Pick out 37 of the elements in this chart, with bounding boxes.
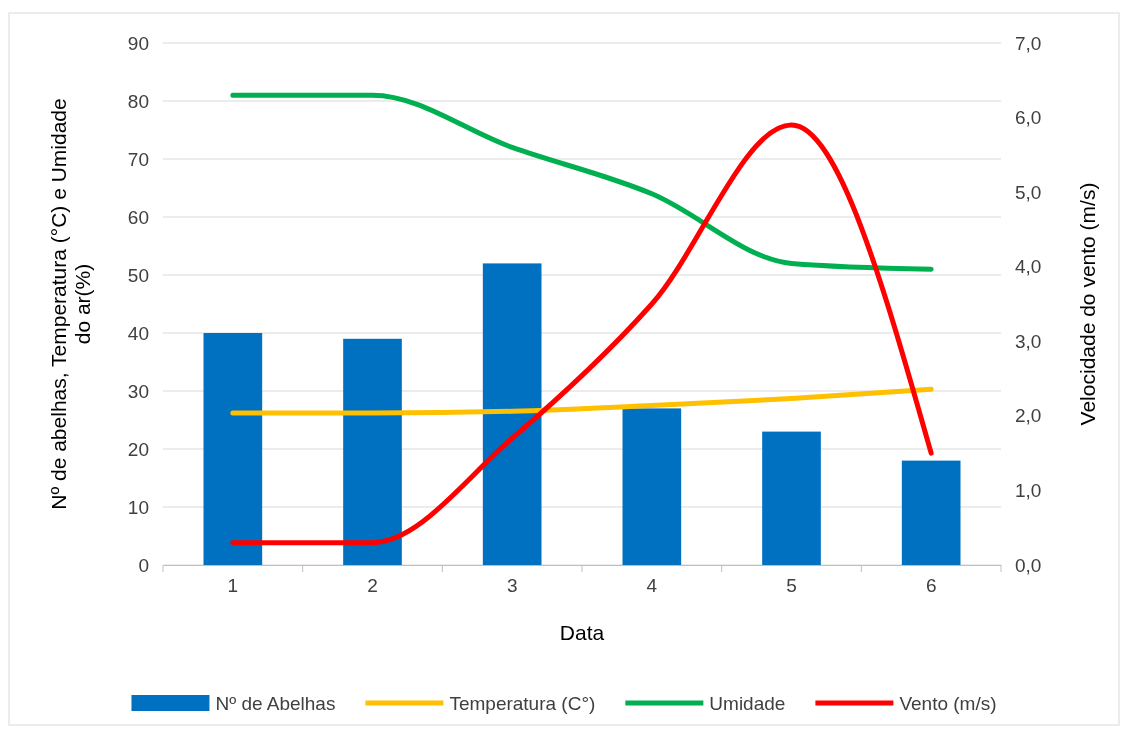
bar <box>622 408 682 565</box>
x-tick-label: 4 <box>646 575 658 597</box>
legend-label: Umidade <box>709 693 786 714</box>
y2-tick-label: 5,0 <box>1015 181 1042 203</box>
y-tick-label: 90 <box>127 32 149 54</box>
bar <box>482 263 542 565</box>
y2-tick-label: 4,0 <box>1015 256 1042 278</box>
legend-label: Temperatura (C°) <box>449 693 596 714</box>
y-tick-label: 20 <box>127 438 149 460</box>
x-tick-label: 5 <box>786 575 797 597</box>
y2-tick-label: 7,0 <box>1015 32 1042 54</box>
y2-tick-label: 3,0 <box>1015 330 1042 352</box>
y-tick-label: 10 <box>127 496 149 518</box>
y-tick-label: 0 <box>138 554 149 576</box>
y2-tick-label: 2,0 <box>1015 405 1042 427</box>
x-tick-label: 3 <box>506 575 518 597</box>
y2-tick-label: 0,0 <box>1015 554 1042 576</box>
x-tick-label: 6 <box>925 575 937 597</box>
y-tick-label: 70 <box>127 148 149 170</box>
y-tick-label: 80 <box>127 90 149 112</box>
y2-tick-label: 6,0 <box>1015 107 1042 129</box>
legend-label: Vento (m/s) <box>899 693 997 714</box>
y2-axis-title: Velocidade do vento (m/s) <box>1076 182 1099 426</box>
x-tick-label: 1 <box>227 575 239 597</box>
y-tick-label: 60 <box>127 206 149 228</box>
x-axis-title: Data <box>559 621 605 644</box>
y-tick-label: 50 <box>127 264 149 286</box>
x-tick-label: 2 <box>367 575 378 597</box>
y-axis-title: Nº de abelhas, Temperatura (°C) e Umidade do ar(%) <box>47 98 94 510</box>
y-tick-label: 40 <box>127 322 149 344</box>
bar <box>343 338 402 565</box>
legend-label: Nº de Abelhas <box>215 693 336 714</box>
y2-tick-label: 1,0 <box>1015 480 1042 502</box>
bar <box>762 431 821 565</box>
bar <box>203 333 263 565</box>
bar <box>901 460 961 565</box>
y-tick-label: 30 <box>127 380 149 402</box>
